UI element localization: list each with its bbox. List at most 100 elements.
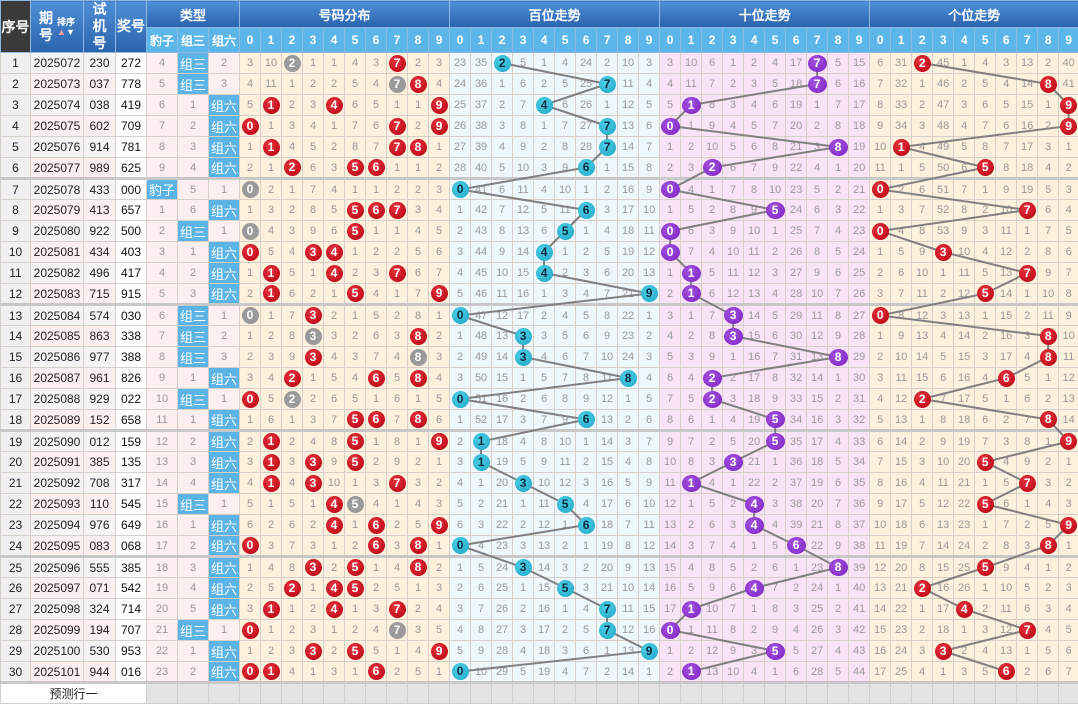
predict-cell[interactable] xyxy=(639,683,660,704)
predict-cell[interactable] xyxy=(996,683,1017,704)
predict-cell[interactable] xyxy=(975,683,996,704)
dist-ball: 7 xyxy=(389,475,406,492)
dist-cell: 3 xyxy=(303,347,324,368)
predict-cell[interactable] xyxy=(765,683,786,704)
unit-cell: 1 xyxy=(870,326,891,347)
hund-cell: 4 xyxy=(639,74,660,95)
predict-cell[interactable] xyxy=(702,683,723,704)
predict-cell[interactable] xyxy=(660,683,681,704)
predict-cell[interactable] xyxy=(303,683,324,704)
predict-cell[interactable] xyxy=(933,683,954,704)
tens-cell: 18 xyxy=(807,452,828,473)
predict-cell[interactable] xyxy=(209,683,240,704)
unit-cell: 9 xyxy=(1038,263,1059,284)
predict-cell[interactable] xyxy=(147,683,178,704)
hund-cell: 17 xyxy=(534,620,555,641)
dist-cell: 1 xyxy=(240,641,261,662)
dist-cell: 2 xyxy=(366,578,387,599)
tens-cell: 1 xyxy=(765,221,786,242)
predict-cell[interactable] xyxy=(492,683,513,704)
unit-cell: 6 xyxy=(954,158,975,179)
predict-cell[interactable] xyxy=(723,683,744,704)
row-trial: 944 xyxy=(84,662,116,683)
dist-cell: 6 xyxy=(366,662,387,683)
predict-cell[interactable] xyxy=(408,683,429,704)
unit-cell: 1 xyxy=(1059,536,1078,557)
unit-cell: 5 xyxy=(975,389,996,410)
predict-cell[interactable] xyxy=(954,683,975,704)
predict-cell[interactable] xyxy=(282,683,303,704)
predict-cell[interactable] xyxy=(828,683,849,704)
dist-ball: 1 xyxy=(263,285,280,302)
row-trial: 496 xyxy=(84,263,116,284)
dist-cell: 2 xyxy=(240,284,261,305)
dist-cell: 1 xyxy=(345,305,366,326)
hund-cell: 6 xyxy=(534,221,555,242)
dist-cell: 2 xyxy=(282,620,303,641)
dist-cell: 2 xyxy=(324,305,345,326)
predict-cell[interactable] xyxy=(261,683,282,704)
predict-cell[interactable] xyxy=(1017,683,1038,704)
dist-cell: 1 xyxy=(345,515,366,536)
predict-cell[interactable] xyxy=(870,683,891,704)
predict-cell[interactable] xyxy=(513,683,534,704)
tens-cell: 27 xyxy=(786,263,807,284)
dist-cell: 1 xyxy=(261,158,282,179)
dist-ball: 3 xyxy=(305,643,322,660)
predict-cell[interactable] xyxy=(576,683,597,704)
row-prize: 403 xyxy=(116,242,147,263)
hund-cell: 24 xyxy=(618,347,639,368)
row-type-baozi: 6 xyxy=(147,305,178,326)
predict-cell[interactable] xyxy=(618,683,639,704)
hund-cell: 5 xyxy=(555,221,576,242)
dist-cell: 2 xyxy=(408,179,429,200)
dist-cell: 1 xyxy=(387,158,408,179)
predict-cell[interactable] xyxy=(1038,683,1059,704)
predict-cell[interactable] xyxy=(1059,683,1078,704)
predict-cell[interactable] xyxy=(807,683,828,704)
unit-cell: 52 xyxy=(933,200,954,221)
predict-cell[interactable] xyxy=(471,683,492,704)
row-prize: 781 xyxy=(116,137,147,158)
predict-cell[interactable] xyxy=(744,683,765,704)
predict-cell[interactable] xyxy=(429,683,450,704)
tens-cell: 1 xyxy=(681,284,702,305)
predict-cell[interactable] xyxy=(891,683,912,704)
predict-cell[interactable] xyxy=(387,683,408,704)
tens-cell: 3 xyxy=(723,389,744,410)
predict-cell[interactable] xyxy=(555,683,576,704)
row-seq: 21 xyxy=(1,473,31,494)
sort-button[interactable]: 排序▲▼ xyxy=(57,17,75,37)
tens-cell: 8 xyxy=(702,95,723,116)
header-period[interactable]: 期号 排序▲▼ xyxy=(31,1,84,53)
dist-cell: 7 xyxy=(429,263,450,284)
predict-cell[interactable] xyxy=(345,683,366,704)
dist-ball: 5 xyxy=(347,580,364,597)
unit-cell: 2 xyxy=(1038,452,1059,473)
predict-cell[interactable] xyxy=(786,683,807,704)
predict-cell[interactable] xyxy=(849,683,870,704)
unit-cell: 15 xyxy=(933,557,954,578)
row-type-zusan: 2 xyxy=(178,116,209,137)
unit-ball: 7 xyxy=(1019,475,1036,492)
predict-cell[interactable] xyxy=(534,683,555,704)
hund-ball: 7 xyxy=(599,76,616,93)
hund-ball: 9 xyxy=(641,285,658,302)
predict-cell[interactable] xyxy=(324,683,345,704)
predict-cell[interactable] xyxy=(450,683,471,704)
unit-cell: 9 xyxy=(1059,305,1078,326)
unit-cell: 9 xyxy=(870,116,891,137)
predict-cell[interactable] xyxy=(178,683,209,704)
row-trial: 989 xyxy=(84,158,116,179)
tens-cell: 4 xyxy=(702,473,723,494)
hund-cell: 7 xyxy=(597,284,618,305)
tens-cell: 4 xyxy=(765,53,786,74)
unit-cell: 32 xyxy=(891,74,912,95)
predict-cell[interactable] xyxy=(912,683,933,704)
predict-cell[interactable] xyxy=(597,683,618,704)
predict-cell[interactable] xyxy=(681,683,702,704)
predict-cell[interactable] xyxy=(366,683,387,704)
predict-cell[interactable] xyxy=(240,683,261,704)
